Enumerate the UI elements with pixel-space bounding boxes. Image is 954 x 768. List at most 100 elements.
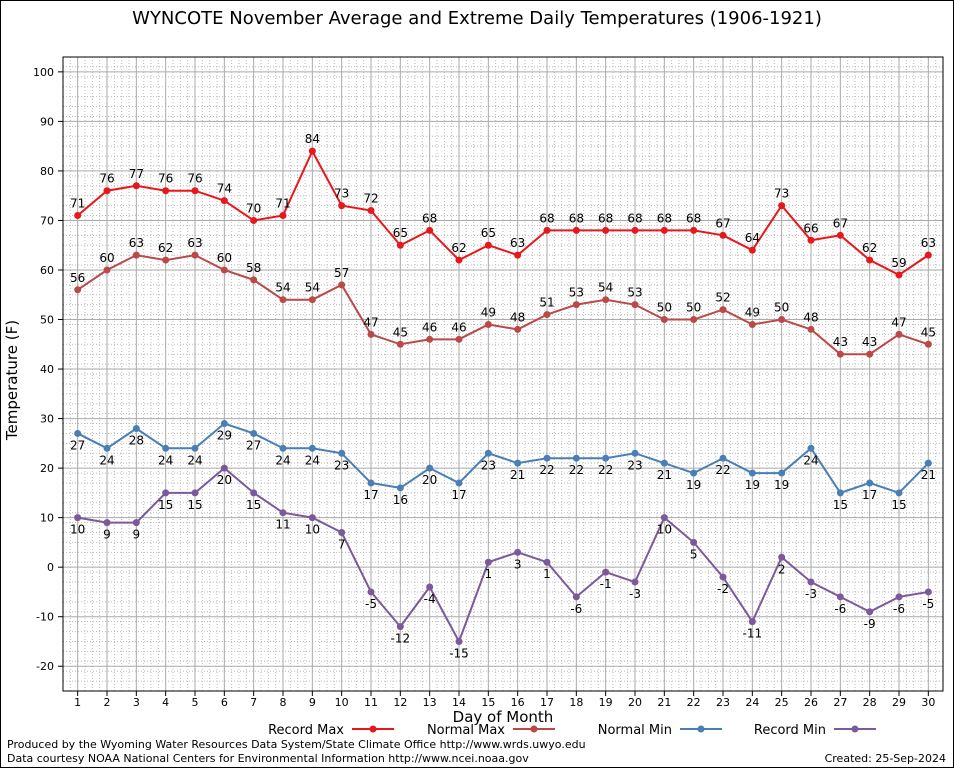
data-point: [484, 449, 492, 457]
x-tick-label: 18: [569, 696, 583, 709]
y-axis-label: Temperature (F): [3, 320, 21, 441]
data-point: [74, 429, 82, 437]
data-point: [162, 256, 170, 264]
data-point: [690, 316, 698, 324]
data-point: [308, 444, 316, 452]
data-point: [338, 529, 346, 536]
legend-marker: [530, 725, 538, 733]
data-point: [807, 325, 815, 333]
data-label: 10: [657, 523, 672, 537]
data-label: 22: [569, 463, 584, 477]
data-label: 67: [715, 216, 730, 230]
data-point: [74, 286, 82, 294]
data-label: 45: [393, 325, 408, 339]
data-point: [631, 449, 639, 457]
data-point: [514, 325, 522, 333]
data-point: [836, 350, 844, 358]
x-tick-label: 23: [716, 696, 730, 709]
data-point: [924, 340, 932, 348]
data-point: [543, 454, 551, 462]
data-label: -12: [391, 632, 411, 646]
data-label: -6: [834, 602, 846, 616]
data-point: [924, 588, 932, 596]
x-tick-label: 28: [863, 696, 877, 709]
data-point: [396, 241, 404, 249]
data-label: 47: [363, 315, 378, 329]
data-point: [602, 226, 610, 234]
data-label: 21: [657, 468, 672, 482]
data-label: 45: [921, 325, 936, 339]
data-point: [279, 296, 287, 304]
data-label: 46: [422, 320, 437, 334]
data-label: -15: [449, 646, 469, 660]
data-point: [279, 212, 287, 219]
data-label: 65: [481, 226, 496, 240]
data-label: 66: [803, 221, 818, 235]
x-tick-label: 4: [162, 696, 169, 709]
data-point: [220, 420, 228, 428]
data-point: [895, 271, 903, 279]
data-label: 73: [774, 187, 789, 201]
data-label: 1: [543, 567, 551, 581]
legend-label: Record Min: [754, 723, 826, 738]
data-point: [308, 296, 316, 304]
data-point: [250, 429, 258, 437]
y-tick-label: -10: [36, 611, 54, 624]
data-point: [836, 593, 844, 601]
data-point: [602, 454, 610, 462]
data-point: [778, 553, 786, 561]
data-label: 19: [745, 478, 760, 492]
x-tick-label: 16: [511, 696, 525, 709]
data-label: 23: [627, 458, 642, 472]
data-label: 27: [246, 438, 261, 452]
data-point: [543, 558, 551, 566]
data-point: [396, 623, 404, 631]
data-point: [426, 226, 434, 234]
data-label: 17: [451, 488, 466, 502]
data-label: 29: [217, 429, 232, 443]
data-point: [279, 509, 287, 517]
data-point: [132, 519, 140, 527]
data-point: [866, 479, 874, 487]
data-label: 11: [275, 518, 290, 532]
data-point: [220, 464, 228, 472]
data-point: [690, 226, 698, 234]
data-point: [103, 266, 111, 274]
data-point: [690, 538, 698, 546]
data-point: [719, 454, 727, 462]
data-label: 68: [657, 211, 672, 225]
data-point: [162, 444, 170, 452]
data-point: [103, 444, 111, 452]
data-label: 1: [485, 567, 493, 581]
data-label: 72: [363, 192, 378, 206]
data-label: 19: [686, 478, 701, 492]
data-point: [572, 593, 580, 601]
series-line-normal-min: [77, 422, 930, 495]
data-label: 7: [338, 538, 346, 552]
x-axis-label: Day of Month: [453, 708, 554, 726]
data-label: 68: [422, 211, 437, 225]
data-label: 50: [686, 301, 701, 315]
data-point: [455, 637, 463, 645]
data-label: 68: [686, 211, 701, 225]
x-tick-label: 1: [74, 696, 81, 709]
data-point: [426, 464, 434, 472]
legend-marker: [697, 725, 705, 733]
data-label: 23: [481, 458, 496, 472]
data-label: 15: [187, 498, 202, 512]
data-point: [895, 593, 903, 601]
data-point: [660, 514, 668, 522]
x-tick-label: 5: [192, 696, 199, 709]
legend-marker: [369, 725, 377, 733]
data-label: 63: [510, 236, 525, 250]
series-record-min: 10 9 9 15 15 20 15 11 10 7 -5 -12 -4 -15 1 3 1 -6 -1 -3 10 5 -…: [70, 464, 934, 660]
data-label: 46: [451, 320, 466, 334]
data-label: 24: [158, 453, 173, 467]
data-point: [748, 246, 756, 254]
data-label: -11: [743, 627, 763, 641]
y-tick-label: 90: [40, 115, 54, 128]
data-label: 21: [921, 468, 936, 482]
data-point: [132, 251, 140, 259]
data-point: [807, 578, 815, 586]
data-label: 9: [133, 528, 141, 542]
